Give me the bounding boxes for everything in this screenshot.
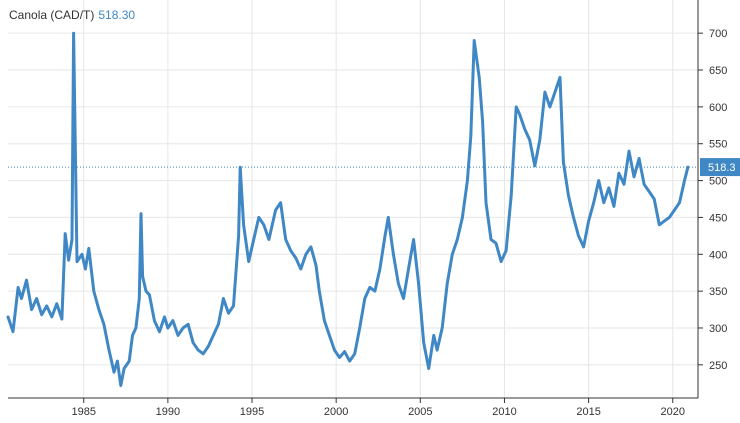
chart-title: Canola (CAD/T) xyxy=(9,8,95,22)
last-price-tag-label: 518.3 xyxy=(708,162,736,174)
y-tick-label: 500 xyxy=(709,176,727,188)
y-tick-label: 700 xyxy=(709,28,727,40)
y-tick-label: 600 xyxy=(709,102,727,114)
y-tick-label: 350 xyxy=(709,286,727,298)
x-tick-label: 2005 xyxy=(408,406,432,418)
x-tick-label: 1995 xyxy=(240,406,264,418)
x-tick-label: 1985 xyxy=(71,406,95,418)
series-line xyxy=(6,31,690,387)
y-tick-label: 650 xyxy=(709,65,727,77)
y-tick-label: 400 xyxy=(709,249,727,261)
y-tick-label: 450 xyxy=(709,212,727,224)
x-tick-label: 2010 xyxy=(492,406,516,418)
y-tick-label: 300 xyxy=(709,323,727,335)
y-tick-label: 250 xyxy=(709,360,727,372)
chart-title-bar: Canola (CAD/T) 518.30 xyxy=(9,8,135,22)
x-tick-label: 1990 xyxy=(156,406,180,418)
last-price-tag xyxy=(700,158,740,177)
y-tick-label: 550 xyxy=(709,139,727,151)
last-value-label: 518.30 xyxy=(98,8,136,22)
x-tick-label: 2015 xyxy=(576,406,600,418)
x-tick-label: 2020 xyxy=(661,406,685,418)
x-tick-label: 2000 xyxy=(324,406,348,418)
